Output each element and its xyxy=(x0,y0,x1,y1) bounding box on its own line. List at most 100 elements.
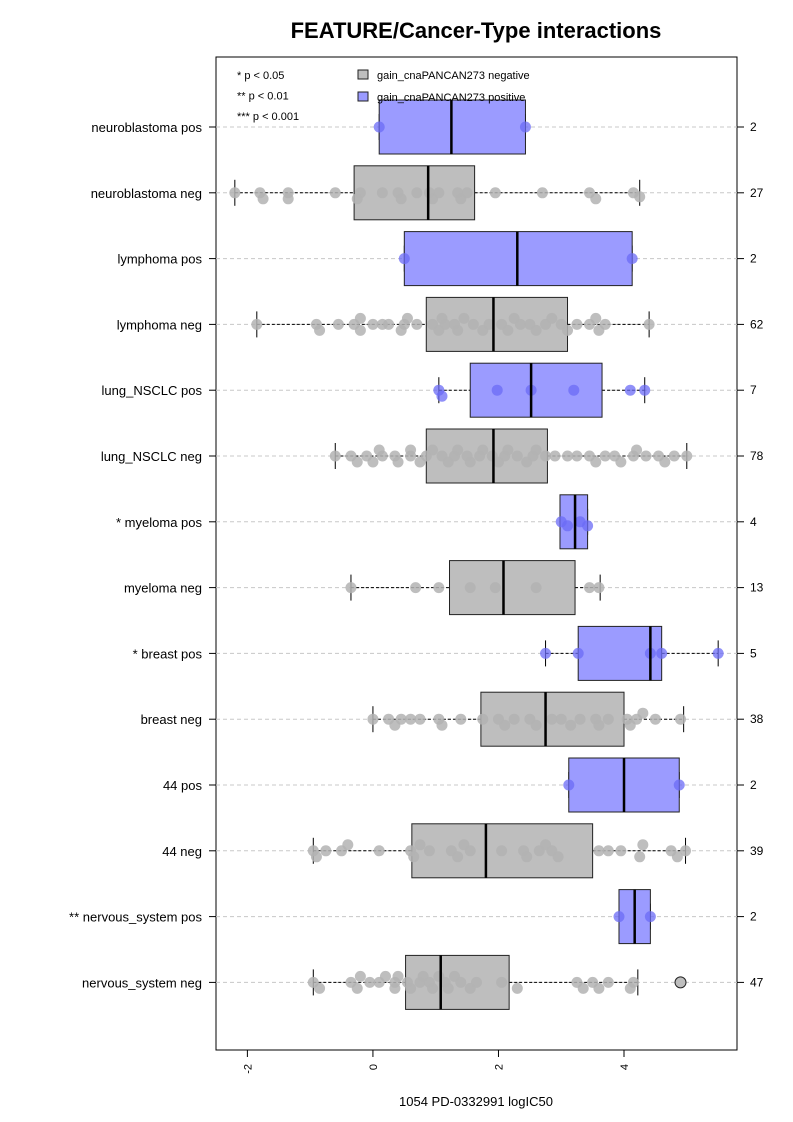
data-point xyxy=(414,713,426,725)
data-point xyxy=(571,318,583,330)
significance-legend-entry: ** p < 0.01 xyxy=(237,91,289,103)
data-point xyxy=(329,450,341,462)
data-point xyxy=(405,713,417,725)
data-point xyxy=(508,713,520,725)
y-tick-label: 44 neg xyxy=(162,844,202,859)
group-count: 13 xyxy=(750,581,764,595)
data-point xyxy=(464,845,476,857)
data-point xyxy=(634,851,646,863)
data-point xyxy=(410,582,422,594)
data-point xyxy=(640,450,652,462)
data-point xyxy=(530,324,542,336)
data-point xyxy=(251,318,263,330)
data-point xyxy=(398,253,410,265)
legend-entry-label: gain_cnaPANCAN273 negative xyxy=(377,70,530,82)
data-point xyxy=(314,324,326,336)
data-point xyxy=(423,845,435,857)
data-point xyxy=(411,318,423,330)
data-point xyxy=(436,312,448,324)
box-group: * myeloma pos 4 xyxy=(116,494,757,550)
outlier-point xyxy=(674,976,687,989)
data-point xyxy=(367,456,379,468)
data-point xyxy=(562,324,574,336)
box-group: neuroblastoma pos 2 xyxy=(91,99,757,155)
data-point xyxy=(491,384,503,396)
data-point xyxy=(631,444,643,456)
data-point xyxy=(552,851,564,863)
data-point xyxy=(464,456,476,468)
data-point xyxy=(562,520,574,532)
group-count: 78 xyxy=(750,449,764,463)
data-point xyxy=(602,845,614,857)
data-point xyxy=(477,713,489,725)
data-point xyxy=(502,324,514,336)
box-group: lymphoma neg 62 xyxy=(117,296,764,352)
data-point xyxy=(455,976,467,988)
data-point xyxy=(599,318,611,330)
legend-swatch xyxy=(357,69,369,80)
data-point xyxy=(643,318,655,330)
legend: * p < 0.05 ** p < 0.01 *** p < 0.001 gain_c… xyxy=(237,69,530,123)
box-group: breast neg 38 xyxy=(141,691,764,747)
data-point xyxy=(599,450,611,462)
x-tick-label: 4 xyxy=(619,1064,631,1070)
data-point xyxy=(668,450,680,462)
plot-frame xyxy=(215,56,738,1051)
data-point xyxy=(590,193,602,205)
data-point xyxy=(427,982,439,994)
group-count: 47 xyxy=(750,975,764,989)
data-point xyxy=(511,982,523,994)
box-group: lung_NSCLC neg 78 xyxy=(101,428,764,484)
data-point xyxy=(583,582,595,594)
data-point xyxy=(320,845,332,857)
data-point xyxy=(433,187,445,199)
data-point xyxy=(499,719,511,731)
data-point xyxy=(540,647,552,659)
data-point xyxy=(376,450,388,462)
data-point xyxy=(634,191,646,203)
data-point xyxy=(405,982,417,994)
box-group: 44 pos 2 xyxy=(163,757,757,813)
data-point xyxy=(351,456,363,468)
data-point xyxy=(367,713,379,725)
data-point xyxy=(593,719,605,731)
chart-title: FEATURE/Cancer-Type interactions xyxy=(291,18,662,43)
y-tick-label: lymphoma neg xyxy=(117,317,202,332)
data-point xyxy=(536,187,548,199)
data-point xyxy=(546,312,558,324)
data-point xyxy=(577,982,589,994)
group-count: 2 xyxy=(750,778,757,792)
data-point xyxy=(681,450,693,462)
data-point xyxy=(310,851,322,863)
data-point xyxy=(675,713,687,725)
data-point xyxy=(571,450,583,462)
y-tick-label: nervous_system neg xyxy=(82,975,202,990)
data-point xyxy=(477,444,489,456)
data-point xyxy=(383,318,395,330)
data-point xyxy=(354,312,366,324)
data-point xyxy=(345,582,357,594)
group-count: 2 xyxy=(750,252,757,266)
data-point xyxy=(364,976,376,988)
data-point xyxy=(649,713,661,725)
data-point xyxy=(572,647,584,659)
group-count: 27 xyxy=(750,186,764,200)
box-group: * breast pos 5 xyxy=(133,625,757,681)
box-group: myeloma neg 13 xyxy=(124,560,764,616)
data-point xyxy=(282,193,294,205)
data-point xyxy=(593,982,605,994)
data-point xyxy=(502,444,514,456)
data-point xyxy=(615,456,627,468)
data-point xyxy=(624,384,636,396)
data-point xyxy=(351,982,363,994)
data-point xyxy=(521,851,533,863)
group-count: 2 xyxy=(750,120,757,134)
box-group: lymphoma pos 2 xyxy=(117,231,757,287)
data-point xyxy=(496,976,508,988)
data-point xyxy=(627,976,639,988)
data-point xyxy=(395,324,407,336)
data-point xyxy=(452,444,464,456)
data-point xyxy=(354,187,366,199)
data-point xyxy=(373,121,385,133)
group-count: 4 xyxy=(750,515,757,529)
